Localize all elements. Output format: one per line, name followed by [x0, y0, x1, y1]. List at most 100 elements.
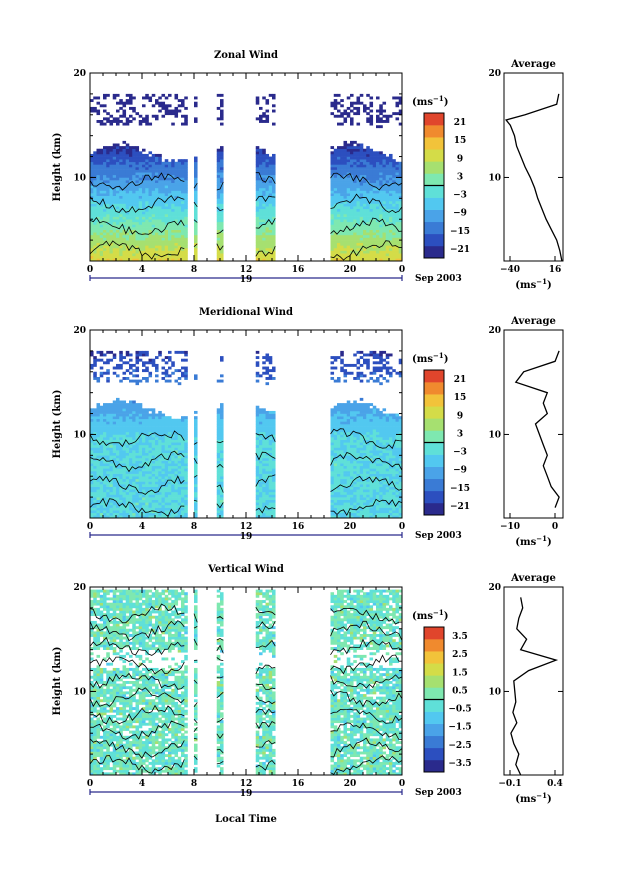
date-label: Sep 2003 [415, 274, 462, 284]
date-label: Sep 2003 [415, 531, 462, 541]
panel-meridional-wind: Meridional Wind 0 4 8 12 16 20 0 10 20 Height (km)… [52, 307, 564, 548]
y-tick-label: 20 [73, 583, 86, 593]
profile-x-tick-label: 0 [552, 522, 558, 532]
colorbar-segment [424, 747, 444, 761]
profile-y-tick-label: 20 [488, 326, 501, 336]
contour-lines [89, 603, 403, 775]
day-bar-ends [89, 532, 403, 538]
profile-unit: (ms−1) [515, 534, 551, 548]
axis-ticks [89, 586, 403, 776]
colorbar-tick-label: 15 [454, 136, 467, 146]
contour-lines [89, 428, 403, 518]
colorbar-tick-label: 21 [454, 118, 467, 128]
colorbar-tick-label: −15 [450, 227, 470, 237]
axis-ticks [89, 72, 403, 262]
y-axis-label: Height (km) [52, 647, 63, 716]
colorbar-unit: (ms−1) [412, 608, 448, 622]
average-profile: Average 10 20 −10 0(ms−1) [488, 316, 564, 548]
colorbar-segment [424, 723, 444, 737]
colorbar-unit: (ms−1) [412, 94, 448, 108]
contour-lines [89, 172, 403, 261]
colorbar-tick-label: 15 [454, 393, 467, 403]
colorbar-segment [424, 221, 444, 235]
colorbar-segment [424, 687, 444, 700]
colorbar-segment [424, 490, 444, 504]
colorbar-tick-label: −15 [450, 484, 470, 494]
colorbar-segment [424, 675, 444, 688]
colorbar-tick-label: 21 [454, 375, 467, 385]
x-tick-label: 16 [292, 779, 305, 789]
x-tick-label: 8 [191, 265, 197, 275]
colorbar-tick-label: 3 [457, 172, 463, 182]
colorbar-segment [424, 149, 444, 162]
heatmap-cells [90, 350, 403, 519]
colorbar-segment [424, 711, 444, 724]
x-tick-label: 8 [191, 779, 197, 789]
colorbar-segment [424, 735, 444, 749]
profile-title: Average [510, 59, 556, 70]
profile-x-tick-label: 16 [549, 265, 562, 275]
panel-title: Zonal Wind [214, 50, 278, 61]
colorbar-segment [424, 430, 444, 443]
x-tick-label: 12 [240, 265, 253, 275]
y-tick-label: 10 [73, 430, 86, 440]
colorbar-tick-label: −21 [450, 245, 470, 255]
x-tick-label: 0 [399, 779, 405, 789]
y-tick-label: 20 [73, 326, 86, 336]
colorbar: 21 15 9 3 −3 −9 −15 −21 (ms−1) [412, 94, 470, 259]
colorbar-tick-label: −3.5 [448, 759, 471, 769]
y-tick-label: 20 [73, 69, 86, 79]
colorbar-tick-label: −21 [450, 502, 470, 512]
day-label: 19 [240, 532, 253, 542]
y-tick-label: 10 [73, 173, 86, 183]
panel-title: Meridional Wind [199, 307, 293, 318]
colorbar-segment [424, 185, 444, 198]
colorbar-segment [424, 113, 444, 126]
y-tick-label: 10 [73, 687, 86, 697]
x-tick-label: 0 [399, 265, 405, 275]
panel-zonal-wind: Zonal Wind 0 4 8 12 16 20 0 10 20 Height (km) 19 Sep… [52, 50, 564, 291]
colorbar-tick-label: 2.5 [452, 650, 468, 660]
y-axis-label: Height (km) [52, 390, 63, 459]
colorbar-tick-label: −2.5 [448, 741, 471, 751]
profile-title: Average [510, 316, 556, 327]
colorbar-segment [424, 651, 444, 664]
colorbar: 3.5 2.5 1.5 0.5 −0.5 −1.5 −2.5 −3.5 (ms−1) [412, 608, 472, 773]
colorbar-tick-label: −1.5 [448, 723, 471, 733]
profile-y-tick-label: 10 [488, 430, 501, 440]
profile-x-tick-label: −10 [500, 522, 520, 532]
colorbar-segment [424, 125, 444, 138]
average-profile: Average 10 20 −0.1 0.4 (ms−1) [488, 573, 564, 805]
colorbar-tick-label: −3 [453, 191, 467, 201]
day-bar-ends [89, 275, 403, 281]
colorbar-segment [424, 418, 444, 431]
colorbar-segment [424, 245, 444, 259]
colorbar-segment [424, 173, 444, 186]
colorbar-tick-label: 3 [457, 429, 463, 439]
profile-y-tick-label: 20 [488, 69, 501, 79]
colorbar-segment [424, 394, 444, 407]
x-tick-label: 0 [87, 265, 93, 275]
x-tick-label: 12 [240, 522, 253, 532]
x-tick-label: 4 [139, 522, 145, 532]
colorbar-segment [424, 759, 444, 773]
colorbar-segment [424, 209, 444, 223]
profile-line [504, 93, 563, 262]
x-tick-label: 20 [344, 522, 357, 532]
colorbar-segment [424, 382, 444, 395]
profile-unit: (ms−1) [515, 277, 551, 291]
x-axis-label: Local Time [215, 814, 277, 825]
colorbar-segment [424, 478, 444, 492]
profile-x-tick-label: −0.1 [498, 779, 521, 789]
colorbar-tick-label: 3.5 [452, 632, 468, 642]
colorbar-segment [424, 699, 444, 712]
x-tick-label: 0 [87, 779, 93, 789]
colorbar-segment [424, 502, 444, 516]
colorbar: 21 15 9 3 −3 −9 −15 −21 (ms−1) [412, 351, 470, 516]
date-label: Sep 2003 [415, 788, 462, 798]
colorbar-tick-label: −3 [453, 448, 467, 458]
colorbar-tick-label: 0.5 [452, 686, 468, 696]
profile-line [510, 597, 559, 776]
x-tick-label: 16 [292, 265, 305, 275]
